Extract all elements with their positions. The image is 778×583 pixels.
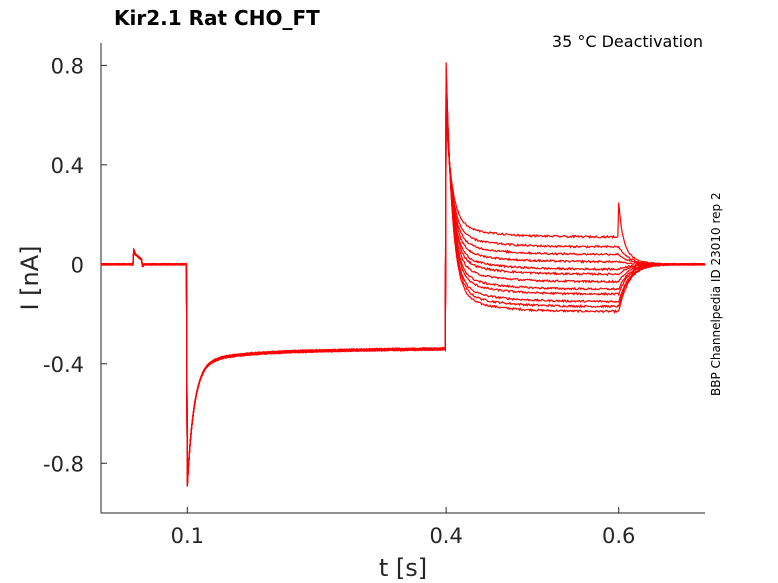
x-axis-label: t [s]	[379, 554, 427, 582]
side-label: BBP Channelpedia ID 23010 rep 2	[709, 192, 723, 396]
y-tick-label: 0	[71, 253, 84, 277]
y-tick-label: -0.8	[43, 452, 84, 476]
y-tick-label: 0.4	[51, 154, 84, 178]
x-tick-label: 0.6	[602, 524, 635, 548]
axis-ticks: 0.1 0.4 0.6 0.8 0.4 0 -0.4 -0.8	[43, 54, 635, 548]
chart-title: Kir2.1 Rat CHO_FT	[114, 6, 320, 30]
series-line	[100, 113, 706, 486]
y-tick-label: -0.4	[43, 353, 84, 377]
y-axis-label: I [nA]	[16, 245, 44, 310]
x-tick-label: 0.1	[171, 524, 204, 548]
plot-area: 0.1 0.4 0.6 0.8 0.4 0 -0.4 -0.8	[43, 43, 706, 548]
chart-subtitle: 35 °C Deactivation	[552, 32, 703, 51]
x-tick-label: 0.4	[429, 524, 462, 548]
y-tick-label: 0.8	[51, 54, 84, 78]
data-series	[100, 62, 706, 487]
